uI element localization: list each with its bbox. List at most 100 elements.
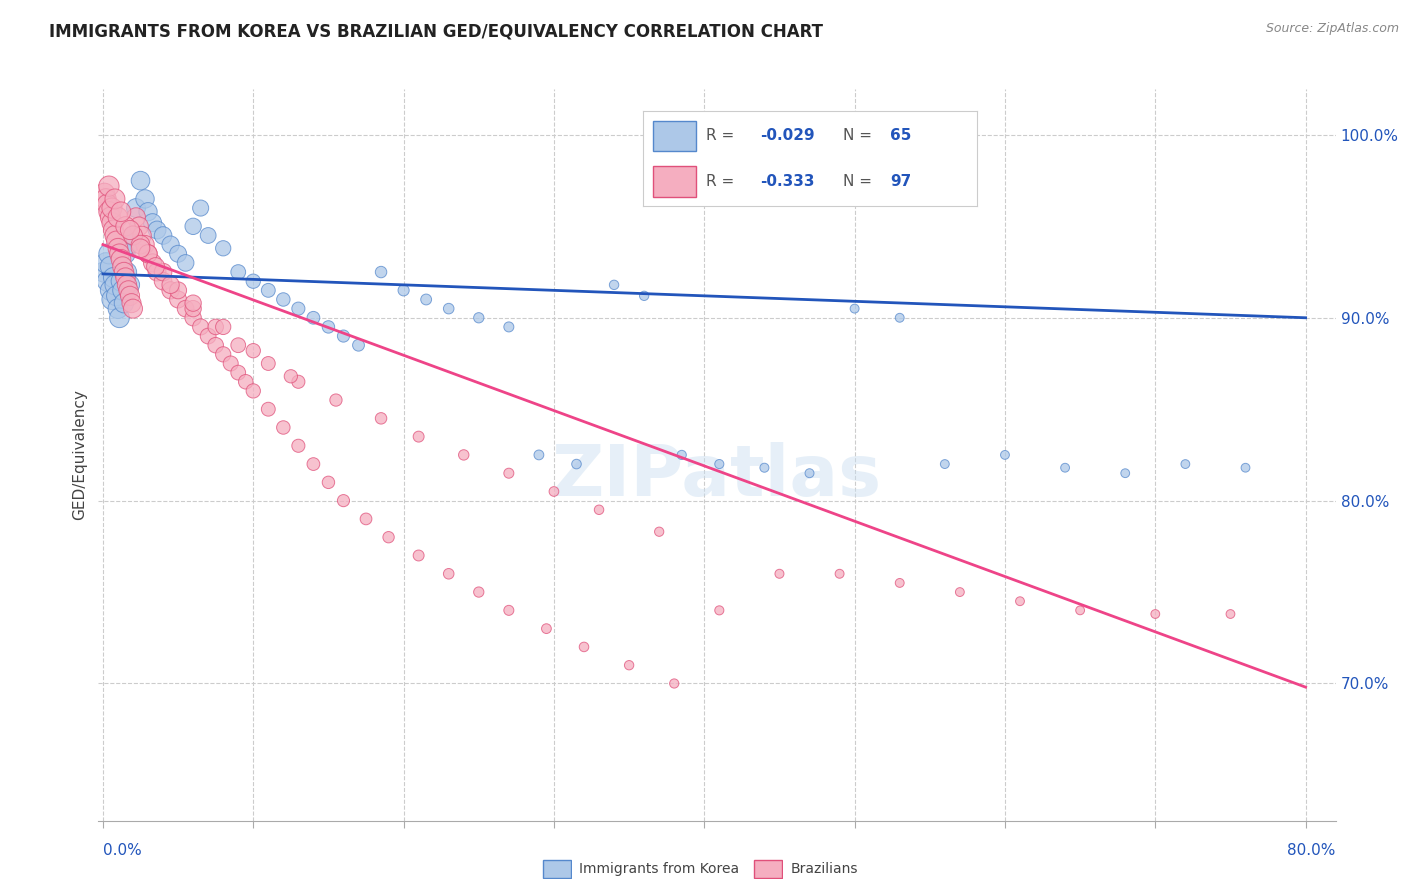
Point xyxy=(242,384,264,398)
Point xyxy=(302,457,325,471)
Point xyxy=(318,319,340,334)
Point xyxy=(212,241,235,255)
Point xyxy=(437,301,460,316)
Point xyxy=(354,512,377,526)
Point xyxy=(302,310,325,325)
Point xyxy=(219,356,242,371)
Point xyxy=(671,448,693,462)
Point xyxy=(242,343,264,358)
Point xyxy=(226,265,249,279)
Point xyxy=(565,457,588,471)
Point xyxy=(103,270,125,285)
Point xyxy=(273,293,295,307)
Text: 0.0%: 0.0% xyxy=(103,843,142,857)
Point xyxy=(96,197,118,211)
Point xyxy=(108,246,131,260)
Point xyxy=(889,576,911,591)
Point xyxy=(468,310,491,325)
Point xyxy=(117,284,139,298)
Text: Source: ZipAtlas.com: Source: ZipAtlas.com xyxy=(1265,22,1399,36)
Point xyxy=(136,246,159,260)
Point xyxy=(122,228,145,243)
Point xyxy=(122,228,145,243)
Point xyxy=(107,301,129,316)
Point xyxy=(1114,467,1136,481)
Point xyxy=(1008,594,1031,608)
Point xyxy=(392,284,415,298)
Point xyxy=(1054,460,1077,475)
Point xyxy=(408,430,430,444)
Point xyxy=(118,223,141,237)
Point xyxy=(125,201,148,215)
Point xyxy=(204,319,226,334)
Point xyxy=(1069,603,1091,617)
Point xyxy=(889,310,911,325)
Point xyxy=(97,246,120,260)
Point xyxy=(136,246,159,260)
Point xyxy=(174,301,197,316)
Point xyxy=(114,246,136,260)
Text: Immigrants from Korea: Immigrants from Korea xyxy=(579,862,740,876)
Point xyxy=(100,260,122,274)
Point xyxy=(167,284,190,298)
FancyBboxPatch shape xyxy=(543,860,571,878)
Point xyxy=(152,228,174,243)
Point xyxy=(93,186,115,201)
Point xyxy=(332,493,354,508)
Point xyxy=(110,274,132,288)
Point xyxy=(257,402,280,417)
Point xyxy=(122,301,145,316)
Point xyxy=(408,549,430,563)
Point xyxy=(159,237,181,252)
Point xyxy=(129,241,152,255)
Point xyxy=(114,270,136,285)
Point xyxy=(107,211,129,225)
Point xyxy=(105,234,128,248)
Point xyxy=(97,179,120,194)
Point xyxy=(117,237,139,252)
Point xyxy=(118,277,141,292)
Point xyxy=(1219,607,1241,621)
Text: -0.333: -0.333 xyxy=(759,174,814,189)
Point xyxy=(131,228,153,243)
Point xyxy=(235,375,257,389)
Point xyxy=(121,296,143,310)
FancyBboxPatch shape xyxy=(652,166,696,197)
Point xyxy=(112,265,135,279)
Text: Brazilians: Brazilians xyxy=(790,862,858,876)
Point xyxy=(377,530,399,544)
Point xyxy=(212,347,235,361)
Point xyxy=(105,289,128,303)
Point xyxy=(141,256,163,270)
Text: ZIPatlas: ZIPatlas xyxy=(553,442,882,511)
Point xyxy=(1174,457,1197,471)
Point xyxy=(204,338,226,352)
Text: N =: N = xyxy=(844,174,877,189)
Point xyxy=(1144,607,1167,621)
Point xyxy=(94,192,117,206)
Point xyxy=(287,301,309,316)
Point xyxy=(145,260,167,274)
Point xyxy=(648,524,671,539)
Point xyxy=(280,369,302,384)
Point xyxy=(97,204,120,219)
Point xyxy=(110,204,132,219)
Point xyxy=(167,246,190,260)
Point xyxy=(111,284,134,298)
Point xyxy=(134,192,156,206)
Point xyxy=(129,174,152,188)
FancyBboxPatch shape xyxy=(652,120,696,151)
Point xyxy=(101,293,124,307)
Point xyxy=(197,329,219,343)
Point xyxy=(181,296,204,310)
Point xyxy=(104,228,127,243)
Point xyxy=(101,201,124,215)
Point xyxy=(242,274,264,288)
Point xyxy=(115,277,138,292)
Point xyxy=(257,356,280,371)
Point xyxy=(108,310,131,325)
Text: IMMIGRANTS FROM KOREA VS BRAZILIAN GED/EQUIVALENCY CORRELATION CHART: IMMIGRANTS FROM KOREA VS BRAZILIAN GED/E… xyxy=(49,22,823,40)
Point xyxy=(167,293,190,307)
Point xyxy=(994,448,1017,462)
Text: 80.0%: 80.0% xyxy=(1288,843,1336,857)
